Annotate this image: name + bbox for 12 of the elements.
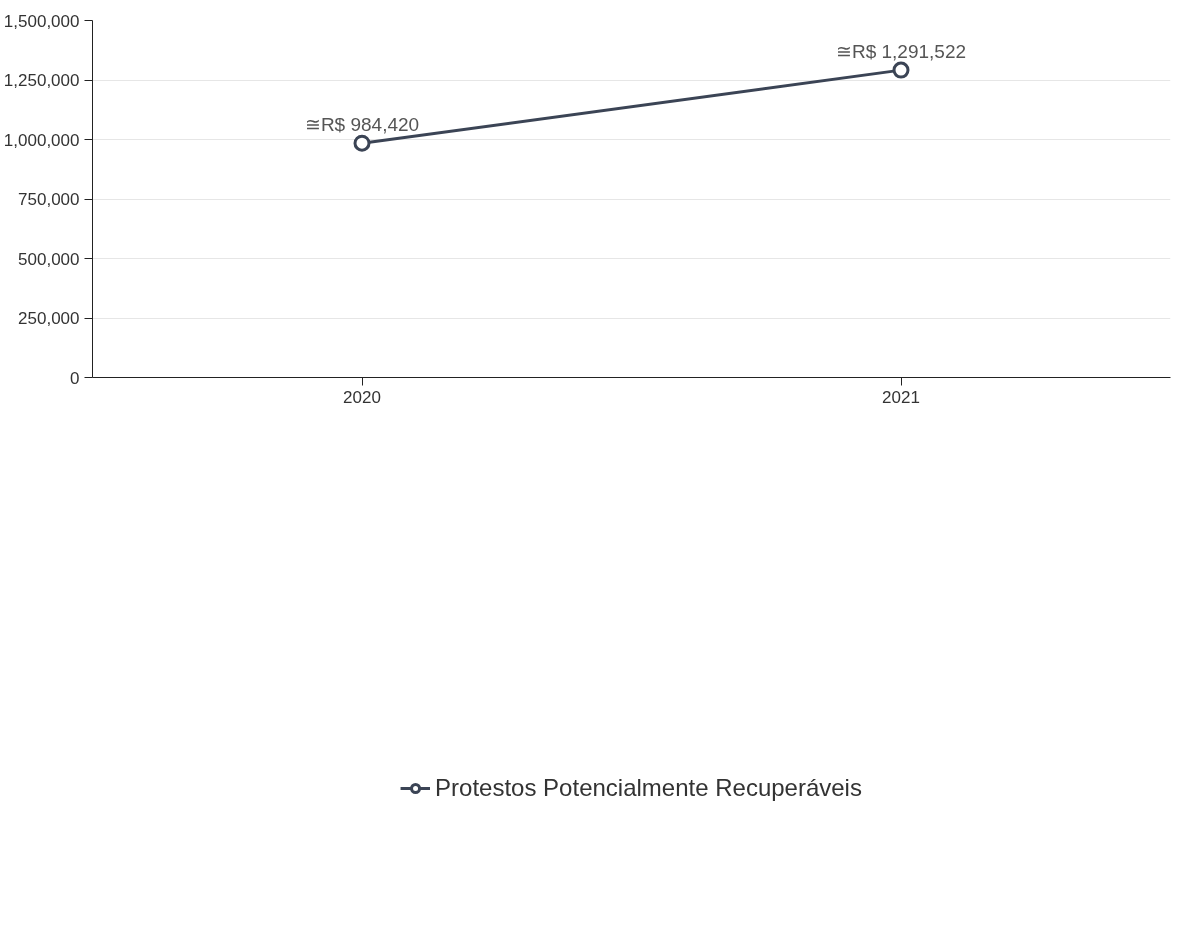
data-label: ≅R$ 984,420 xyxy=(304,114,420,136)
y-tick-label: 500,000 xyxy=(18,249,80,269)
legend-label: Protestos Potencialmente Recuperáveis xyxy=(435,774,862,802)
y-tick-label: 1,500,000 xyxy=(3,11,80,31)
y-tick-label: 0 xyxy=(70,368,80,388)
y-tick-label: 750,000 xyxy=(18,190,80,209)
y-tick-label: 1,250,000 xyxy=(3,71,80,90)
x-tick-label: 2021 xyxy=(882,387,920,407)
y-tick-label: 250,000 xyxy=(18,309,80,328)
x-tick-label: 2020 xyxy=(343,387,381,407)
y-tick-label: 1,000,000 xyxy=(3,130,80,150)
data-label: ≅R$ 1,291,522 xyxy=(835,41,967,63)
